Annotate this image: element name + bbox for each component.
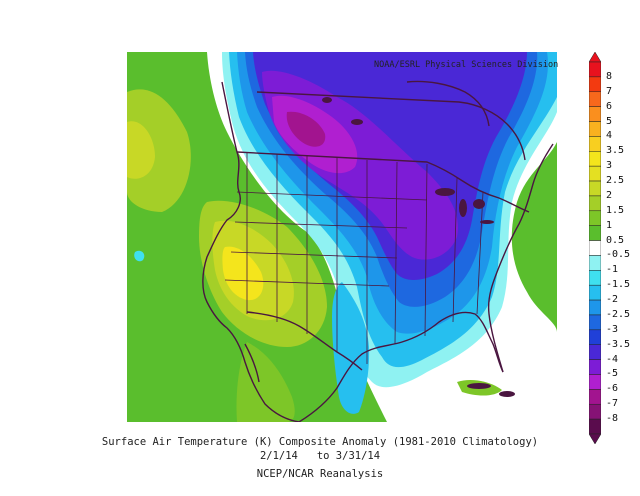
anomaly-band-mexico-warm bbox=[236, 342, 295, 422]
hispaniola-island bbox=[499, 391, 515, 397]
gulf-coastline bbox=[298, 311, 504, 422]
cuba-island bbox=[467, 383, 491, 389]
colorbar-tick-label: -5 bbox=[606, 368, 619, 380]
colorbar-cell bbox=[589, 106, 601, 122]
colorbar-cell bbox=[589, 418, 601, 435]
colorbar-cell bbox=[589, 374, 601, 390]
colorbar-cell bbox=[589, 61, 601, 78]
lakes-and-islands bbox=[322, 97, 515, 397]
colorbar-tick-label: -1.5 bbox=[606, 279, 631, 291]
colorbar-tick-label: 3 bbox=[606, 160, 613, 172]
colorbar-cell bbox=[589, 344, 601, 360]
colorbar-cell bbox=[589, 151, 601, 167]
colorbar-cell bbox=[589, 165, 601, 182]
colorbar-cell bbox=[589, 299, 601, 316]
colorbar-tick-label: 7 bbox=[606, 85, 613, 97]
colorbar-tick-label: 3.5 bbox=[606, 145, 625, 157]
colorbar-tick-label: 5 bbox=[606, 115, 613, 127]
colorbar-tick-label: 4 bbox=[606, 130, 613, 142]
colorbar-tick-label: 8 bbox=[606, 70, 613, 82]
state-grid-lines bbox=[224, 152, 484, 364]
colorbar-tick-label: 1.5 bbox=[606, 204, 625, 216]
baja-california-outline bbox=[244, 343, 260, 383]
colorbar-arrow-max bbox=[589, 52, 601, 63]
anomaly-band-cold-core bbox=[286, 111, 326, 147]
anomaly-map bbox=[127, 52, 557, 422]
colorbar bbox=[589, 52, 601, 444]
colorbar-tick-label: -6 bbox=[606, 383, 619, 395]
colorbar-arrow-min bbox=[589, 433, 601, 444]
colorbar-cell bbox=[589, 180, 601, 197]
colorbar-tick-label: -4 bbox=[606, 353, 619, 365]
colorbar-tick-label: 2.5 bbox=[606, 175, 625, 187]
colorbar-cell bbox=[589, 329, 601, 345]
great-bear-lake bbox=[322, 97, 332, 103]
state-boundaries bbox=[224, 152, 484, 364]
us-canada-border bbox=[236, 151, 530, 213]
colorbar-cell bbox=[589, 359, 601, 375]
us-mexico-border bbox=[246, 311, 363, 371]
anomaly-region-pacific-cool-spot bbox=[134, 250, 145, 262]
colorbar-labels: 8 7 6 5 4 3.5 3 2.5 2 1.5 1 0.5 -0.5 -1 -1.5 -2 -2.5 -3 -3… bbox=[606, 52, 640, 444]
credit-label: NOAA/ESRL Physical Sciences Division bbox=[374, 60, 559, 70]
caption-title: Surface Air Temperature (K) Composite An… bbox=[101, 436, 539, 448]
great-lake-huron bbox=[473, 199, 485, 209]
anomaly-region-atlantic-warm bbox=[526, 152, 557, 307]
great-slave-lake bbox=[351, 119, 363, 125]
colorbar-cell bbox=[589, 389, 601, 405]
west-coastline bbox=[202, 81, 300, 422]
colorbar-cell bbox=[589, 195, 601, 212]
great-lake-erie bbox=[480, 220, 494, 224]
caption-source: NCEP/NCAR Reanalysis bbox=[256, 468, 384, 480]
colorbar-cell bbox=[589, 255, 601, 271]
caption-date-range: 2/1/14 to 3/31/14 bbox=[259, 450, 381, 462]
colorbar-cells bbox=[589, 52, 601, 444]
colorbar-cell bbox=[589, 284, 601, 301]
colorbar-tick-label: -3 bbox=[606, 323, 619, 335]
colorbar-tick-label: -0.5 bbox=[606, 249, 631, 261]
colorbar-cell bbox=[589, 136, 601, 152]
colorbar-tick-label: -2 bbox=[606, 294, 619, 306]
colorbar-tick-label: -3.5 bbox=[606, 338, 631, 350]
colorbar-tick-label: -2.5 bbox=[606, 308, 631, 320]
colorbar-cell bbox=[589, 403, 601, 420]
colorbar-cell bbox=[589, 91, 601, 107]
colorbar-cell bbox=[589, 76, 601, 93]
anomaly-region-pacific-warm bbox=[127, 89, 191, 212]
colorbar-cell bbox=[589, 121, 601, 137]
land-boundaries bbox=[202, 80, 554, 422]
colorbar-cell bbox=[589, 314, 601, 331]
anomaly-region-pacific-warm-core bbox=[127, 121, 155, 179]
hudson-bay-outline bbox=[256, 91, 526, 161]
colorbar-cell bbox=[589, 270, 601, 286]
great-lake-superior bbox=[435, 188, 455, 196]
colorbar-tick-label: 2 bbox=[606, 189, 613, 201]
colorbar-cell bbox=[589, 240, 601, 256]
anomaly-band-warm-core bbox=[222, 246, 264, 301]
colorbar-cell bbox=[589, 210, 601, 226]
anomaly-map-canvas bbox=[127, 52, 557, 422]
atlantic-coastline bbox=[487, 143, 554, 373]
arctic-coastline bbox=[406, 80, 490, 127]
colorbar-cell bbox=[589, 225, 601, 241]
colorbar-tick-label: -7 bbox=[606, 398, 619, 410]
colorbar-tick-label: -8 bbox=[606, 413, 619, 425]
colorbar-tick-label: 6 bbox=[606, 100, 613, 112]
colorbar-tick-label: -1 bbox=[606, 264, 619, 276]
colorbar-tick-label: 1 bbox=[606, 219, 613, 231]
great-lake-michigan bbox=[459, 199, 467, 217]
colorbar-tick-label: 0.5 bbox=[606, 234, 625, 246]
